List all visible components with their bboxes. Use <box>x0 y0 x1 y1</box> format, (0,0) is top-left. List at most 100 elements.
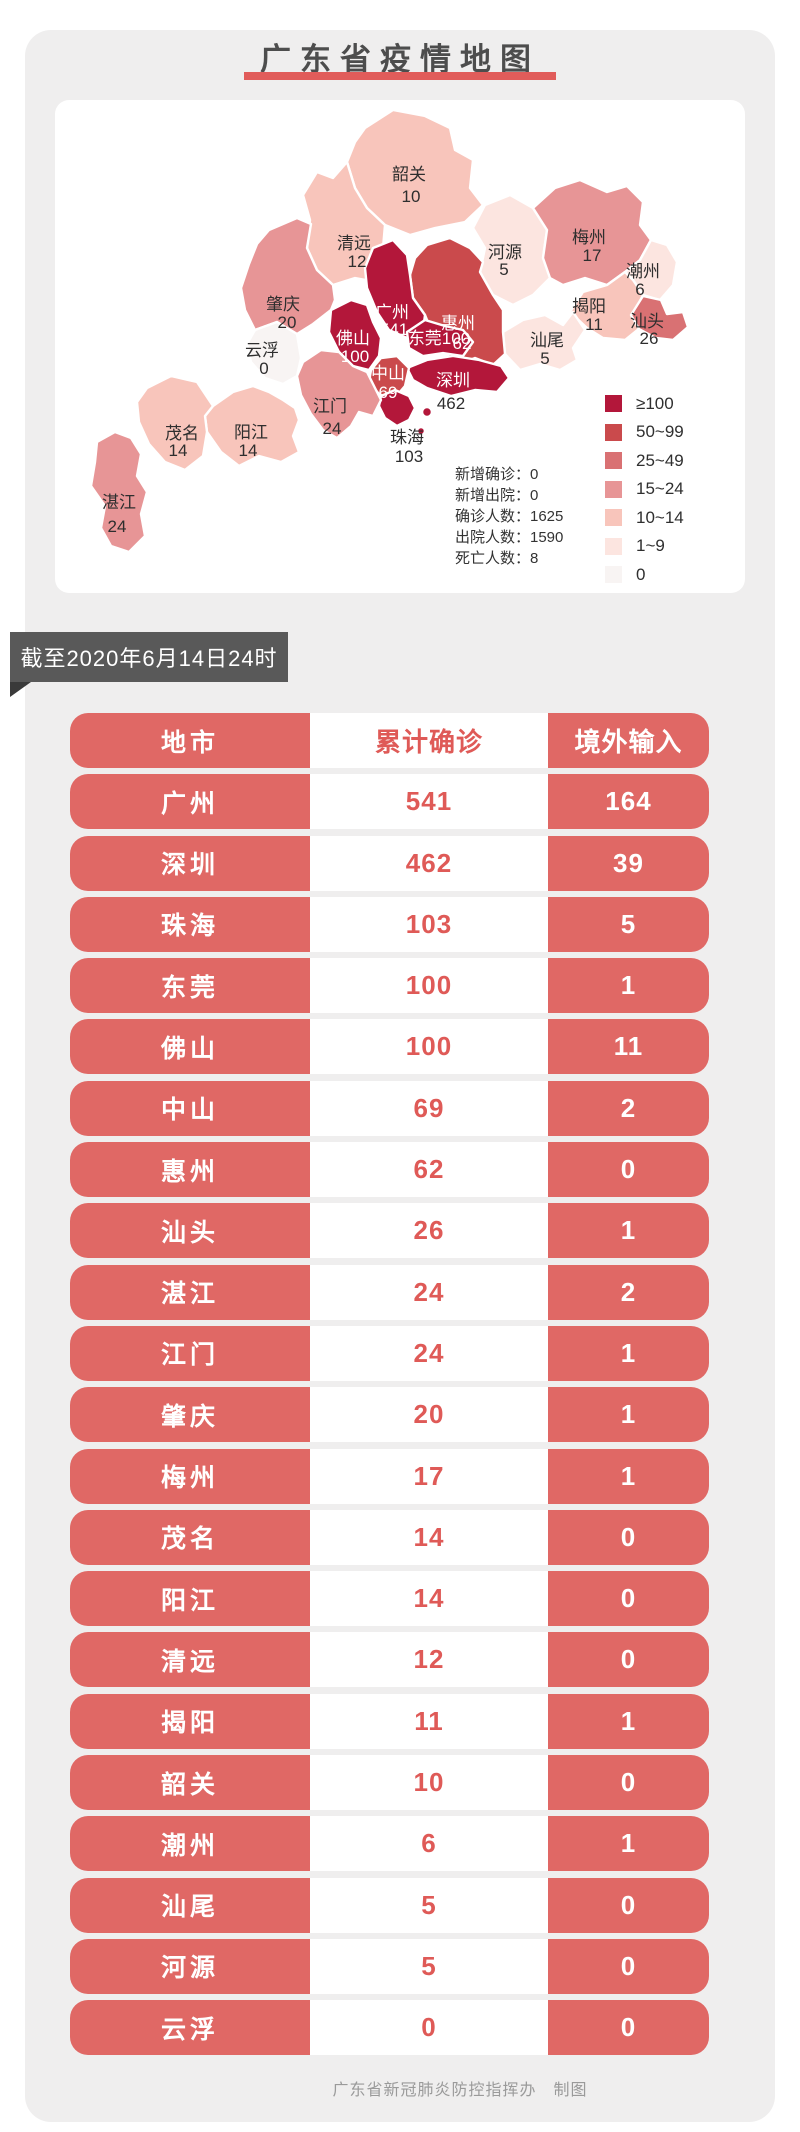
city-cell: 深圳 <box>70 835 310 891</box>
table-row: 肇庆 20 1 <box>70 1387 709 1443</box>
imported-cell: 39 <box>548 835 709 891</box>
table-row: 湛江 24 2 <box>70 1264 709 1320</box>
legend-swatch <box>605 452 622 469</box>
region-label-maoming: 茂名 <box>165 424 199 443</box>
region-yunfu <box>245 320 303 386</box>
legend-label: 1~9 <box>636 536 665 555</box>
table-row: 潮州 6 1 <box>70 1816 709 1872</box>
confirmed-cell: 0 <box>310 2000 548 2056</box>
table-row: 深圳 462 39 <box>70 835 709 891</box>
confirmed-cell: 24 <box>310 1264 548 1320</box>
imported-cell: 0 <box>548 1632 709 1688</box>
region-label-chaozhou: 潮州 <box>626 262 660 281</box>
city-cell: 揭阳 <box>70 1693 310 1749</box>
region-value-jieyang: 11 <box>585 315 603 334</box>
col-header-confirmed: 累计确诊 <box>310 713 548 768</box>
confirmed-cell: 17 <box>310 1448 548 1504</box>
confirmed-cell: 26 <box>310 1203 548 1259</box>
table-row: 梅州 17 1 <box>70 1448 709 1504</box>
region-value-yangjiang: 14 <box>239 441 258 460</box>
city-cell: 潮州 <box>70 1816 310 1872</box>
region-label-zhanjiang: 湛江 <box>102 493 136 512</box>
region-label-huizhou: 惠州 <box>441 314 475 333</box>
city-cell: 湛江 <box>70 1264 310 1320</box>
imported-cell: 1 <box>548 958 709 1014</box>
map-card: 韶关 10 清远 12 河源 5 梅州 17 潮州 6 揭阳 11 汕头 26 汕尾 5 惠州 62 肇庆 20 云浮 0… <box>55 100 745 593</box>
imported-cell: 2 <box>548 1264 709 1320</box>
confirmed-cell: 462 <box>310 835 548 891</box>
city-cell: 韶关 <box>70 1755 310 1811</box>
city-cell: 江门 <box>70 1325 310 1381</box>
imported-cell: 11 <box>548 1019 709 1075</box>
legend-row: 25~49 <box>605 451 684 470</box>
region-value-meizhou: 17 <box>583 246 602 265</box>
region-value-chaozhou: 6 <box>635 280 644 299</box>
legend-swatch <box>605 423 622 441</box>
city-cell: 河源 <box>70 1938 310 1994</box>
imported-cell: 1 <box>548 1816 709 1872</box>
imported-cell: 0 <box>548 1938 709 1994</box>
imported-cell: 0 <box>548 1142 709 1198</box>
legend-label: 50~99 <box>636 422 684 441</box>
legend-row: 0 <box>605 565 684 584</box>
legend-row: 15~24 <box>605 479 684 498</box>
city-cell: 佛山 <box>70 1019 310 1075</box>
col-header-city: 地市 <box>70 713 310 768</box>
city-cell: 珠海 <box>70 896 310 952</box>
region-value-zhuhai: 103 <box>395 447 423 466</box>
imported-cell: 1 <box>548 1448 709 1504</box>
confirmed-cell: 10 <box>310 1755 548 1811</box>
imported-cell: 0 <box>548 1571 709 1627</box>
region-value-shaoguan: 10 <box>402 187 421 206</box>
city-cell: 肇庆 <box>70 1387 310 1443</box>
city-cell: 清远 <box>70 1632 310 1688</box>
region-value-zhaoqing: 20 <box>278 313 297 332</box>
imported-cell: 0 <box>548 1755 709 1811</box>
region-value-foshan: 100 <box>341 347 369 366</box>
imported-cell: 5 <box>548 896 709 952</box>
legend-swatch <box>605 566 622 583</box>
stat-line: 死亡人数：8 <box>455 550 539 567</box>
region-value-guangzhou: 541 <box>380 320 408 339</box>
region-jiangmen <box>295 348 383 440</box>
region-value-shenzhen: 462 <box>437 394 465 413</box>
city-cell: 东莞 <box>70 958 310 1014</box>
title-underline <box>244 72 556 80</box>
region-zhuhai <box>377 388 417 428</box>
legend-label: ≥100 <box>636 393 674 413</box>
region-shanwei <box>501 310 587 372</box>
confirmed-cell: 103 <box>310 896 548 952</box>
credit-footer: 广东省新冠肺炎防控指挥办 制图 <box>332 2082 588 2099</box>
region-label-shenzhen: 深圳 <box>436 371 470 390</box>
region-value-huizhou: 62 <box>453 334 472 353</box>
region-value-qingyuan: 12 <box>348 252 367 271</box>
confirmed-cell: 6 <box>310 1816 548 1872</box>
imported-cell: 0 <box>548 1877 709 1933</box>
region-value-zhongshan: 69 <box>379 383 398 402</box>
region-yangjiang <box>203 384 301 468</box>
region-label-shanwei: 汕尾 <box>530 331 564 350</box>
map-stats-block: 新增确诊：0 新增出院：0 确诊人数：1625 出院人数：1590 死亡人数：8 <box>455 464 563 569</box>
region-value-maoming: 14 <box>169 441 188 460</box>
confirmed-cell: 100 <box>310 958 548 1014</box>
region-zhuhai-island <box>421 406 433 418</box>
region-foshan <box>327 298 383 372</box>
legend-row: 1~9 <box>605 536 684 555</box>
table-row: 中山 69 2 <box>70 1080 709 1136</box>
stat-line: 确诊人数：1625 <box>455 508 564 525</box>
region-maoming <box>135 374 215 472</box>
region-label-zhaoqing: 肇庆 <box>266 295 300 314</box>
imported-cell: 0 <box>548 1509 709 1565</box>
table-row: 汕头 26 1 <box>70 1203 709 1259</box>
table-row: 清远 12 0 <box>70 1632 709 1688</box>
imported-cell: 0 <box>548 2000 709 2056</box>
city-cell: 阳江 <box>70 1571 310 1627</box>
table-row: 惠州 62 0 <box>70 1142 709 1198</box>
stat-line: 新增出院：0 <box>455 487 539 504</box>
city-cell: 云浮 <box>70 2000 310 2056</box>
legend-label: 15~24 <box>636 479 684 498</box>
imported-cell: 2 <box>548 1080 709 1136</box>
region-value-jiangmen: 24 <box>323 419 342 438</box>
confirmed-cell: 69 <box>310 1080 548 1136</box>
confirmed-cell: 5 <box>310 1938 548 1994</box>
